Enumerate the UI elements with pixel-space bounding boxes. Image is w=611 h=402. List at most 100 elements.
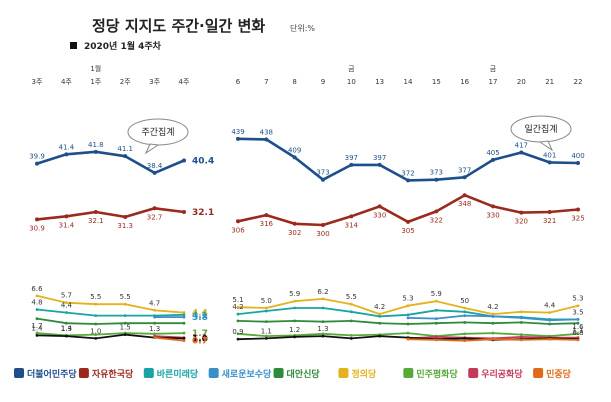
daily-point-min — [406, 337, 410, 341]
weekly-label-lkp: 32.1 — [88, 217, 104, 225]
daily-point-lkp — [292, 221, 297, 226]
weekly-label-dae: 1.4 — [61, 324, 73, 332]
daily-point-bar — [264, 309, 268, 313]
daily-label-lkp: 348 — [458, 200, 471, 208]
weekly-point-lkp — [93, 209, 98, 214]
daily-tick-label: 15 — [432, 78, 441, 86]
daily-label-lkp: 300 — [316, 230, 329, 238]
daily-point-lkp — [406, 219, 410, 224]
daily-point-pp — [349, 319, 353, 323]
daily-point-bar — [349, 310, 353, 314]
weekly-point-jp — [153, 308, 157, 312]
legend-swatch-dem — [14, 368, 24, 378]
weekly-line-pp — [36, 317, 184, 325]
daily-label-dem: 397 — [345, 154, 358, 162]
bubbles: 주간집계 일간집계 — [127, 115, 572, 155]
daily-tick-label: 16 — [460, 78, 469, 86]
daily-point-dae — [463, 332, 467, 336]
daily-label-lkp: 321 — [543, 217, 556, 225]
legend: 더불어민주당 자유한국당 바른미래당 새로운보수당 대안신당 정의당 민주평화당 우리공화당 민… — [14, 368, 572, 380]
daily-label-jp: 5.1 — [232, 296, 243, 304]
legend-swatch-our — [468, 368, 479, 378]
weekly-point-dae — [182, 331, 186, 335]
daily-label-dem: 438 — [260, 128, 273, 136]
daily-point-new — [406, 316, 410, 320]
legend-label-min: 민중당 — [546, 368, 572, 380]
daily-label-jp: 4.2 — [374, 303, 385, 311]
daily-point-green — [321, 334, 325, 338]
daily-point-jp — [434, 299, 438, 303]
weekly-point-green — [94, 337, 98, 340]
daily-label-lkp: 306 — [231, 226, 245, 234]
weekly-tick-label: 1주 — [90, 78, 101, 86]
weekly-label-lkp: 30.9 — [29, 224, 45, 232]
daily-tick-label: 14 — [404, 78, 413, 86]
weekly-point-bar — [35, 308, 39, 311]
weekly-label-dem: 40.4 — [192, 157, 214, 167]
daily-point-jp — [576, 304, 580, 308]
daily-point-jp — [264, 306, 268, 310]
weekly-label-jp: 5.7 — [61, 292, 72, 300]
legend-swatch-jp — [338, 368, 349, 378]
daily-label-lkp: 322 — [430, 216, 443, 224]
daily-point-pp — [378, 321, 382, 325]
daily-point-dem — [236, 136, 240, 141]
daily-label-min: 0.8 — [572, 329, 583, 337]
daily-label-dem: 373 — [316, 169, 329, 177]
weekly-label-dem: 39.9 — [29, 153, 45, 161]
weekly-label-green: 1.0 — [90, 327, 101, 335]
daily-point-lkp — [377, 204, 382, 209]
weekly-line-our — [154, 335, 185, 339]
weekly-point-lkp — [182, 209, 186, 214]
weekly-point-bar — [65, 311, 68, 314]
daily-label-dem: 417 — [515, 141, 528, 149]
weekly-point-pp — [35, 317, 39, 321]
legend-label-dae: 민주평화당 — [416, 368, 458, 380]
weekly-point-bar — [182, 313, 186, 317]
weekly-label-dem: 41.8 — [88, 141, 104, 149]
daily-point-pp — [548, 322, 552, 326]
daily-point-dae — [321, 332, 325, 336]
daily-point-jp — [519, 310, 523, 314]
daily-label-jp: 6.2 — [317, 288, 328, 296]
daily-label-dem: 401 — [543, 151, 556, 159]
daily-label-jp: 50 — [460, 297, 469, 305]
daily-label-our: 1.1 — [572, 327, 583, 335]
daily-point-new — [576, 318, 580, 321]
weekly-tick-label: 3주 — [32, 78, 43, 86]
weekly-label-dem: 41.4 — [59, 143, 75, 151]
weekly-label-jp: 5.5 — [90, 293, 101, 301]
weekly-label-bar: 4.8 — [31, 299, 42, 307]
daily-label-dem: 439 — [231, 128, 244, 136]
weekly-label-green: 1.4 — [31, 324, 43, 332]
weekly-point-green — [35, 333, 39, 337]
daily-point-jp — [378, 312, 382, 316]
daily-point-jp — [236, 305, 240, 309]
daily-point-pp — [264, 320, 268, 324]
daily-label-jp: 5.9 — [431, 290, 442, 298]
daily-point-jp — [406, 304, 410, 308]
daily-point-lkp — [321, 223, 325, 227]
daily-label-bar: 4.2 — [232, 303, 243, 311]
daily-tick-label: 13 — [375, 78, 384, 86]
daily-tick-label: 10 — [347, 78, 356, 86]
daily-point-pp — [463, 321, 467, 324]
weekly-line-dae — [36, 332, 185, 337]
daily-tick-label: 9 — [321, 78, 325, 86]
daily-label-green: 0.9 — [232, 328, 243, 336]
daily-point-pp — [321, 320, 325, 324]
weekly-point-bar — [123, 314, 127, 317]
weekly-label-jp: 4.7 — [149, 299, 160, 307]
daily-label-dem: 405 — [486, 149, 499, 157]
daily-tick-top: 금 — [490, 65, 497, 73]
daily-point-dem — [434, 177, 439, 182]
weekly-point-lkp — [64, 214, 69, 219]
daily-label-dem: 397 — [373, 154, 386, 162]
daily-point-new — [434, 317, 438, 321]
weekly-line-min — [154, 336, 185, 342]
daily-point-dem — [321, 177, 325, 182]
daily-point-dae — [349, 333, 353, 337]
weekly-panel: 1월 3주 4주 1주 2주 3주 4주 39.9 41.4 41.8 41.1 38.4 40.4 30… — [29, 64, 214, 347]
daily-point-dem — [491, 157, 495, 162]
weekly-label-jp: 4.4 — [192, 309, 208, 319]
